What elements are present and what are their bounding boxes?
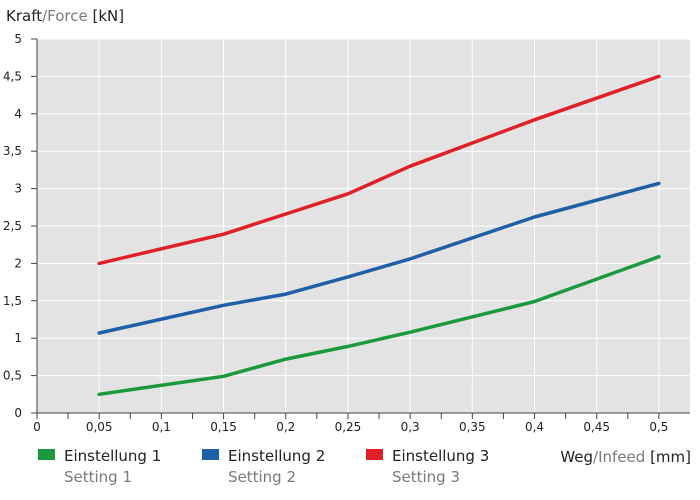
y-tick-label: 1 [14,331,22,345]
y-axis-title-unit: [kN] [88,7,124,25]
legend-sublabel-1: Setting 1 [64,468,132,486]
x-tick-label: 0,3 [401,420,420,434]
x-tick-label: 0,25 [335,420,362,434]
legend-sublabel-2: Setting 2 [228,468,296,486]
x-axis-title-unit: [mm] [645,448,691,466]
plot-area: 0 0,5 1 1,5 2 2,5 3 3,5 4 4,5 5 0 0,05 0,1 0,15 0,2 0,25… [3,32,690,434]
y-axis-title-separator: / [42,7,48,25]
x-axis-title-separator: / [593,448,599,466]
y-axis-title-primary: Kraft [6,7,42,25]
x-tick-label: 0,35 [459,420,486,434]
y-tick-label: 2 [14,256,22,270]
x-tick-label: 0,05 [86,420,113,434]
legend-sublabel-3: Setting 3 [392,468,460,486]
y-tick-label: 3 [14,182,22,196]
legend-swatch-2 [202,449,219,460]
y-axis-title-secondary: Force [47,7,88,25]
legend: Einstellung 1 Setting 1 Einstellung 2 Setti… [38,447,489,486]
y-tick-label: 3,5 [3,144,22,158]
x-tick-label: 0 [33,420,41,434]
y-tick-label: 0,5 [3,369,22,383]
legend-swatch-1 [38,449,55,460]
y-tick-label: 0 [14,406,22,420]
legend-swatch-3 [366,449,383,460]
x-tick-label: 0,2 [276,420,295,434]
y-axis-title: Kraft/Force [kN] [6,7,124,25]
series-line-1 [97,254,661,397]
y-tick-label: 4 [14,107,22,121]
x-tick-label: 0,1 [152,420,171,434]
y-tick-label: 2,5 [3,219,22,233]
series-line-3 [97,74,661,266]
x-tick-label: 0,15 [210,420,237,434]
y-tick-label: 4,5 [3,69,22,83]
x-tick-label: 0,4 [525,420,544,434]
x-tick-label: 0,5 [649,420,668,434]
x-axis-title-secondary: Infeed [598,448,645,466]
series-line-2 [97,181,661,335]
legend-label-2: Einstellung 2 [228,447,325,465]
y-tick-label: 1,5 [3,294,22,308]
y-tick-label: 5 [14,32,22,46]
legend-label-1: Einstellung 1 [64,447,161,465]
legend-label-3: Einstellung 3 [392,447,489,465]
x-axis-title: Weg/Infeed [mm] [560,448,691,466]
x-tick-label: 0,45 [583,420,610,434]
x-axis-title-primary: Weg [560,448,593,466]
